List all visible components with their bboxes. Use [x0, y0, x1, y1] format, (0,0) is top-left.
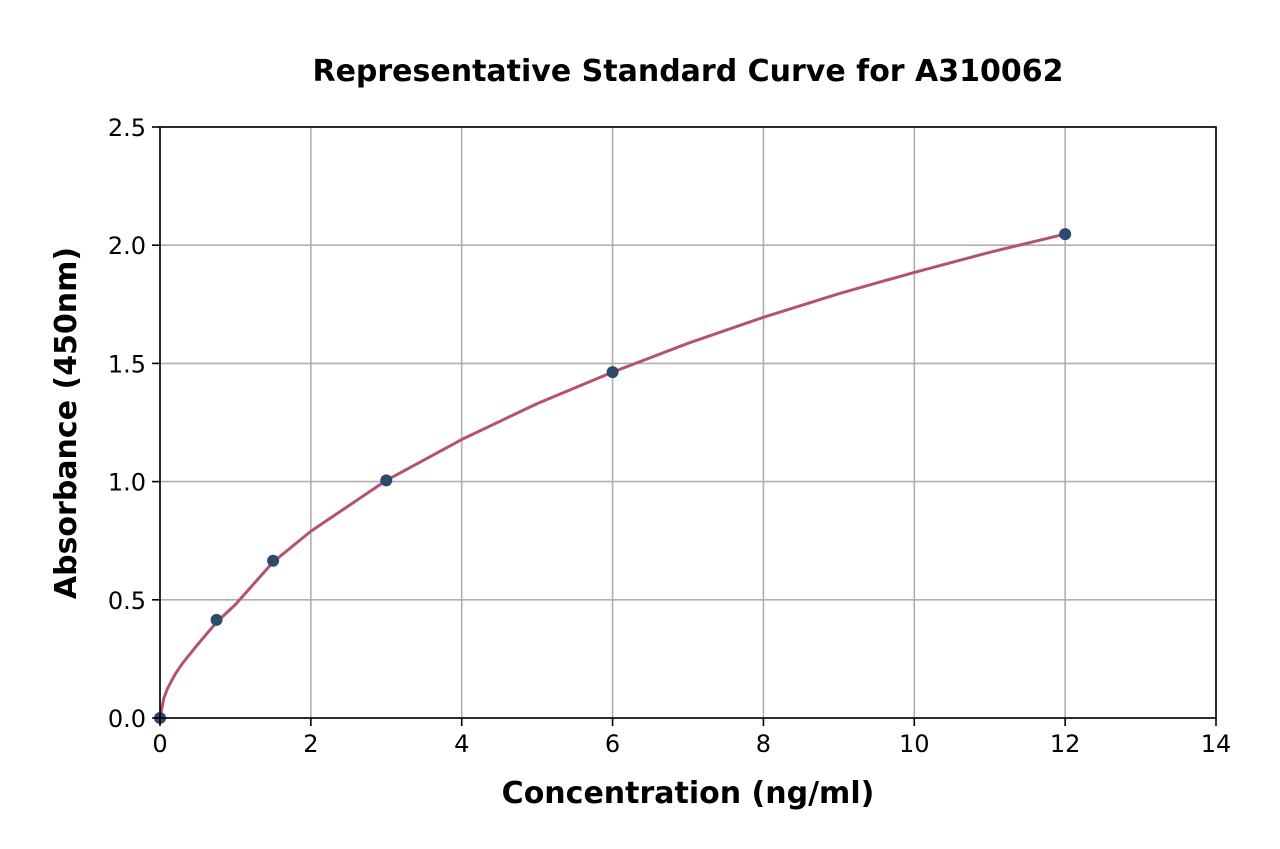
axes-frame [159, 126, 1217, 719]
x-axis-label: Concentration (ng/ml) [502, 776, 875, 811]
y-tick-label: 1.5 [108, 350, 146, 378]
y-tick-label: 2.0 [108, 232, 146, 260]
x-tick-label: 2 [303, 730, 318, 758]
x-tick-label: 10 [899, 730, 930, 758]
fit-curve-layer [158, 232, 1067, 720]
y-tick-label: 0.0 [108, 705, 146, 733]
x-tick-label: 14 [1201, 730, 1232, 758]
fit-curve-line [158, 232, 1067, 720]
grid-layer [159, 126, 1217, 719]
x-tick-label: 8 [756, 730, 771, 758]
y-axis-label: Absorbance (450nm) [49, 247, 84, 599]
x-tick-label: 0 [152, 730, 167, 758]
data-points-layer [154, 228, 1072, 724]
x-tick-label: 4 [454, 730, 469, 758]
x-tick-label: 12 [1050, 730, 1081, 758]
x-tick-label: 6 [605, 730, 620, 758]
y-tick-label: 0.5 [108, 587, 146, 615]
data-point [1059, 228, 1072, 241]
data-point [380, 474, 393, 487]
data-point [267, 554, 280, 567]
y-tick-label: 2.5 [108, 114, 146, 142]
data-point [606, 366, 619, 379]
data-point [210, 613, 223, 626]
y-tick-label: 1.0 [108, 469, 146, 497]
chart-title: Representative Standard Curve for A31006… [312, 54, 1063, 89]
ticks-layer: 0 2 4 6 8 10 12 14 0.0 0.5 1.0 1.5 2.0 2.5 [108, 114, 1231, 758]
